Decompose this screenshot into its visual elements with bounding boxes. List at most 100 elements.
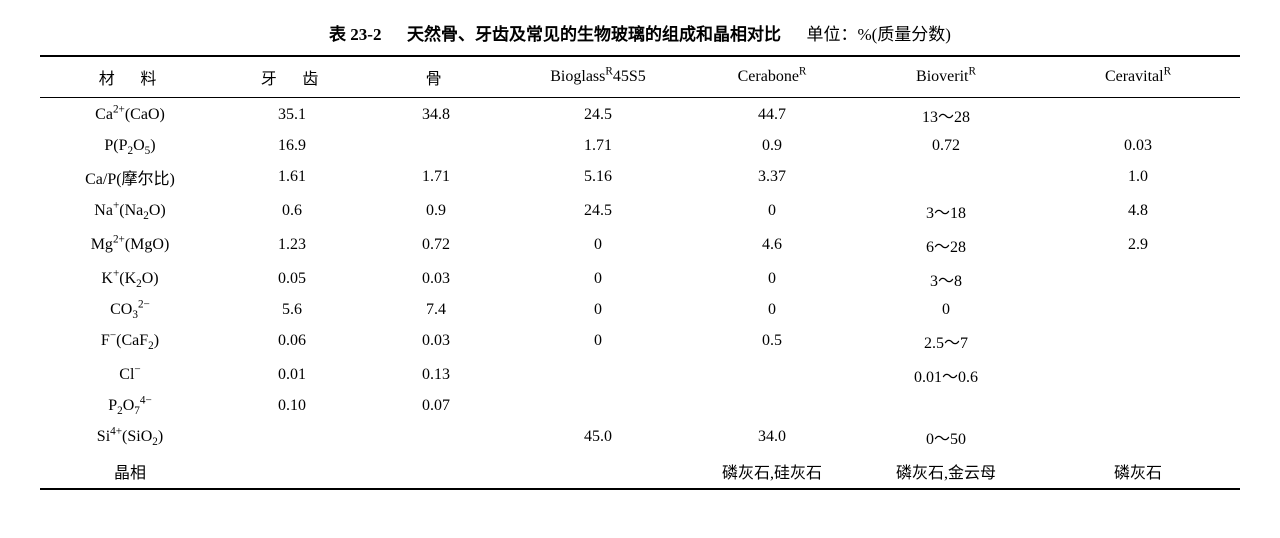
cell: 0 [688,262,856,296]
table-row: F−(CaF2)0.060.0300.52.5～7 [40,324,1240,358]
cell: 34.0 [688,420,856,454]
row-label: F−(CaF2) [40,324,220,358]
cell: 0 [688,296,856,324]
column-header: CeravitalR [1036,56,1240,98]
cell: 5.6 [220,296,364,324]
cell: 1.61 [220,160,364,194]
cell: 0.10 [220,392,364,420]
column-header: BioglassR45S5 [508,56,688,98]
cell [220,454,364,489]
cell: 4.8 [1036,194,1240,228]
table-row: P2O74−0.100.07 [40,392,1240,420]
cell: 34.8 [364,98,508,133]
cell: 3～18 [856,194,1036,228]
cell [508,358,688,392]
row-label: CO32− [40,296,220,324]
cell: 4.6 [688,228,856,262]
cell: 16.9 [220,132,364,160]
row-label: Ca/P(摩尔比) [40,160,220,194]
header-row: 材 料牙 齿骨BioglassR45S5CeraboneRBioveritRCe… [40,56,1240,98]
column-header: BioveritR [856,56,1036,98]
table-row: Si4+(SiO2)45.034.00～50 [40,420,1240,454]
cell: 0.5 [688,324,856,358]
cell: 1.0 [1036,160,1240,194]
row-label: P(P2O5) [40,132,220,160]
cell: 0 [856,296,1036,324]
cell: 24.5 [508,98,688,133]
cell: 0.01～0.6 [856,358,1036,392]
cell: 44.7 [688,98,856,133]
cell: 0.03 [364,262,508,296]
row-label: Ca2+(CaO) [40,98,220,133]
cell [688,358,856,392]
cell [856,392,1036,420]
cell [856,160,1036,194]
cell: 0.72 [364,228,508,262]
row-label: 晶相 [40,454,220,489]
table-row: Mg2+(MgO)1.230.7204.66～282.9 [40,228,1240,262]
table-row: P(P2O5)16.91.710.90.720.03 [40,132,1240,160]
cell: 1.71 [508,132,688,160]
cell: 3.37 [688,160,856,194]
table-row: 晶相 磷灰石,硅灰石磷灰石,金云母磷灰石 [40,454,1240,489]
cell: 0 [508,296,688,324]
cell: 1.23 [220,228,364,262]
cell [220,420,364,454]
cell: 1.71 [364,160,508,194]
cell: 0.9 [688,132,856,160]
cell: 0.6 [220,194,364,228]
data-table: 材 料牙 齿骨BioglassR45S5CeraboneRBioveritRCe… [40,55,1240,490]
cell [1036,262,1240,296]
cell: 24.5 [508,194,688,228]
cell: 磷灰石 [1036,454,1240,489]
row-label: Na+(Na2O) [40,194,220,228]
table-row: Cl−0.010.130.01～0.6 [40,358,1240,392]
row-label: Si4+(SiO2) [40,420,220,454]
cell [1036,392,1240,420]
cell: 0 [508,324,688,358]
cell [508,392,688,420]
caption-unit: 单位：%(质量分数) [806,25,950,44]
table-row: K+(K2O)0.050.03003～8 [40,262,1240,296]
caption-prefix: 表 23-2 [329,25,381,44]
cell [508,454,688,489]
cell: 35.1 [220,98,364,133]
cell [1036,358,1240,392]
table-row: Ca/P(摩尔比)1.611.715.163.37 1.0 [40,160,1240,194]
table-row: Ca2+(CaO)35.134.824.544.713～28 [40,98,1240,133]
cell: 13～28 [856,98,1036,133]
cell [1036,324,1240,358]
cell: 0.06 [220,324,364,358]
cell: 磷灰石,硅灰石 [688,454,856,489]
cell [1036,420,1240,454]
cell: 0 [508,262,688,296]
column-header: 骨 [364,56,508,98]
cell [688,392,856,420]
row-label: Cl− [40,358,220,392]
cell [364,420,508,454]
table-row: Na+(Na2O)0.60.924.503～184.8 [40,194,1240,228]
cell: 5.16 [508,160,688,194]
column-header: 牙 齿 [220,56,364,98]
cell: 6～28 [856,228,1036,262]
cell: 磷灰石,金云母 [856,454,1036,489]
row-label: K+(K2O) [40,262,220,296]
cell: 0.03 [1036,132,1240,160]
cell: 0～50 [856,420,1036,454]
cell: 7.4 [364,296,508,324]
cell [1036,296,1240,324]
cell: 0.05 [220,262,364,296]
cell: 2.5～7 [856,324,1036,358]
table-row: CO32−5.67.4000 [40,296,1240,324]
cell: 0.9 [364,194,508,228]
cell: 0 [508,228,688,262]
column-header: 材 料 [40,56,220,98]
caption-main: 天然骨、牙齿及常见的生物玻璃的组成和晶相对比 [407,25,781,44]
cell [364,454,508,489]
cell: 0.03 [364,324,508,358]
cell: 2.9 [1036,228,1240,262]
cell: 0.01 [220,358,364,392]
column-header: CeraboneR [688,56,856,98]
cell [1036,98,1240,133]
table-caption: 表 23-2 天然骨、牙齿及常见的生物玻璃的组成和晶相对比 单位：%(质量分数) [40,20,1240,45]
